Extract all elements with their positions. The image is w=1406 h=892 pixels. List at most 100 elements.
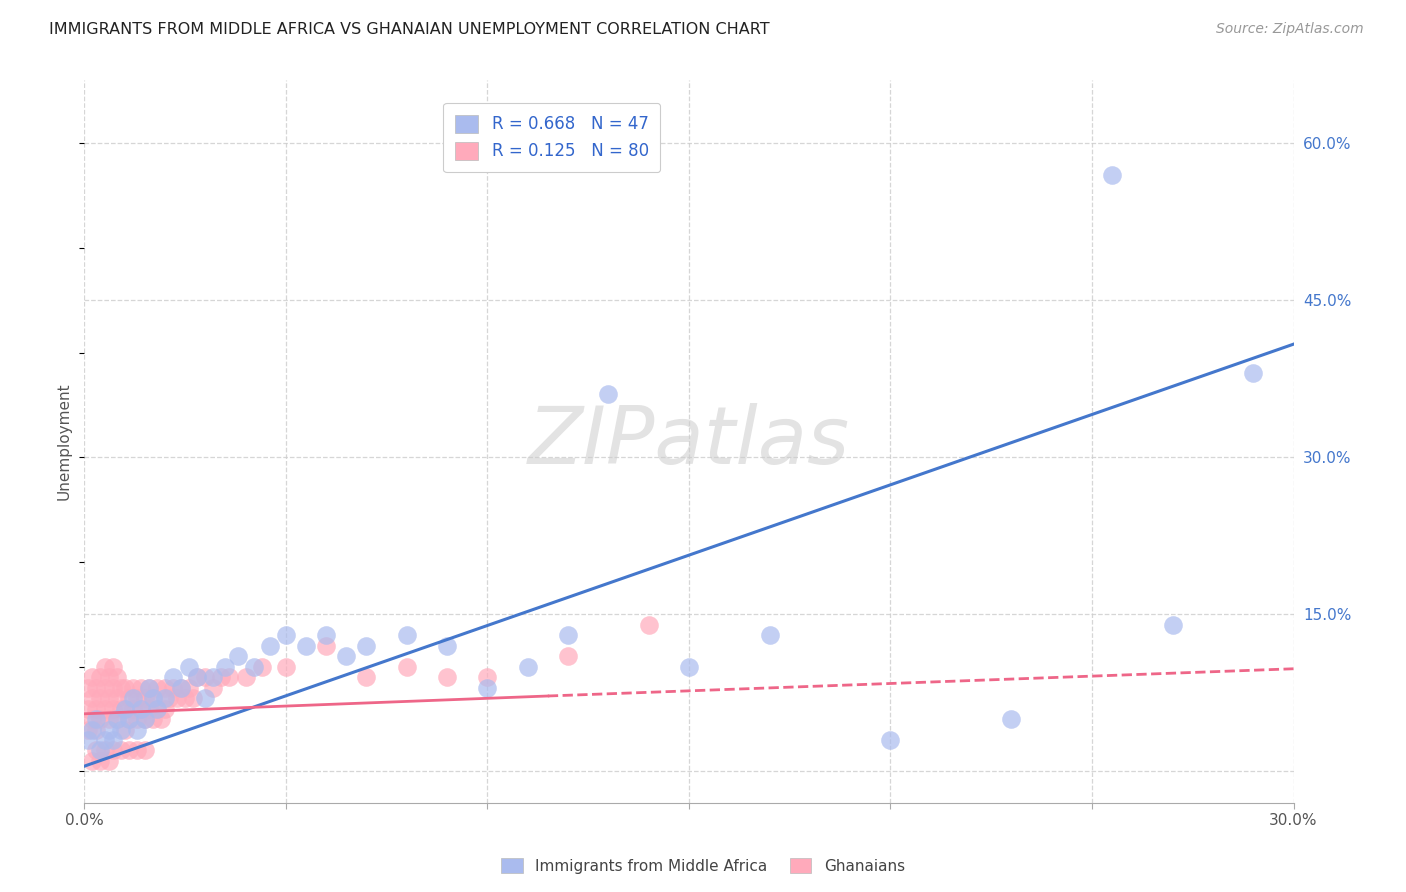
Point <box>97 712 120 726</box>
Point <box>125 723 148 737</box>
Point <box>259 639 281 653</box>
Point <box>202 681 225 695</box>
Point <box>295 639 318 653</box>
Point <box>179 659 201 673</box>
Point <box>181 691 204 706</box>
Point <box>678 659 700 673</box>
Point <box>146 701 169 715</box>
Point <box>125 712 148 726</box>
Point <box>105 712 128 726</box>
Point <box>114 681 136 695</box>
Point <box>226 649 249 664</box>
Point <box>97 754 120 768</box>
Point <box>82 723 104 737</box>
Point <box>110 701 132 715</box>
Point <box>146 701 169 715</box>
Point <box>149 712 172 726</box>
Point <box>166 691 188 706</box>
Point <box>86 712 108 726</box>
Text: Source: ZipAtlas.com: Source: ZipAtlas.com <box>1216 22 1364 37</box>
Point <box>186 670 208 684</box>
Point <box>114 723 136 737</box>
Point <box>138 681 160 695</box>
Point <box>170 681 193 695</box>
Point <box>101 659 124 673</box>
Point <box>242 659 264 673</box>
Point <box>153 701 176 715</box>
Point <box>436 670 458 684</box>
Point <box>129 701 152 715</box>
Point <box>77 733 100 747</box>
Point <box>142 712 165 726</box>
Point <box>105 691 128 706</box>
Point <box>125 691 148 706</box>
Point <box>101 743 124 757</box>
Point <box>250 659 273 673</box>
Point <box>93 681 115 695</box>
Point <box>89 691 111 706</box>
Point <box>186 670 208 684</box>
Point <box>557 649 579 664</box>
Point <box>82 754 104 768</box>
Point <box>93 743 115 757</box>
Point <box>121 681 143 695</box>
Point <box>121 701 143 715</box>
Point <box>335 649 357 664</box>
Point <box>134 743 156 757</box>
Point <box>77 681 100 695</box>
Point <box>1000 712 1022 726</box>
Point <box>142 691 165 706</box>
Point <box>134 712 156 726</box>
Point <box>218 670 240 684</box>
Point <box>174 691 197 706</box>
Point <box>82 712 104 726</box>
Point <box>209 670 232 684</box>
Point <box>77 723 100 737</box>
Point <box>162 670 184 684</box>
Point <box>395 628 418 642</box>
Point <box>162 681 184 695</box>
Point <box>170 681 193 695</box>
Point <box>134 691 156 706</box>
Point <box>146 681 169 695</box>
Point <box>274 628 297 642</box>
Point <box>1101 168 1123 182</box>
Point <box>1241 367 1264 381</box>
Point <box>86 723 108 737</box>
Point <box>179 681 201 695</box>
Point <box>395 659 418 673</box>
Point <box>516 659 538 673</box>
Point <box>477 670 499 684</box>
Point <box>110 681 132 695</box>
Point <box>93 701 115 715</box>
Point <box>157 691 180 706</box>
Point <box>129 701 152 715</box>
Point <box>77 701 100 715</box>
Legend: R = 0.668   N = 47, R = 0.125   N = 80: R = 0.668 N = 47, R = 0.125 N = 80 <box>443 103 661 172</box>
Point <box>356 670 378 684</box>
Point <box>315 639 337 653</box>
Point <box>194 670 217 684</box>
Point <box>598 387 620 401</box>
Point <box>134 712 156 726</box>
Point <box>86 743 108 757</box>
Point <box>274 659 297 673</box>
Point <box>138 701 160 715</box>
Point <box>118 691 141 706</box>
Point <box>121 691 143 706</box>
Point <box>436 639 458 653</box>
Point <box>202 670 225 684</box>
Point <box>879 733 901 747</box>
Point <box>93 659 115 673</box>
Point <box>356 639 378 653</box>
Text: ZIPatlas: ZIPatlas <box>527 402 851 481</box>
Point <box>105 670 128 684</box>
Point <box>97 691 120 706</box>
Point <box>89 712 111 726</box>
Point <box>315 628 337 642</box>
Point <box>97 670 120 684</box>
Point <box>110 743 132 757</box>
Point <box>86 701 108 715</box>
Point <box>89 743 111 757</box>
Point <box>105 712 128 726</box>
